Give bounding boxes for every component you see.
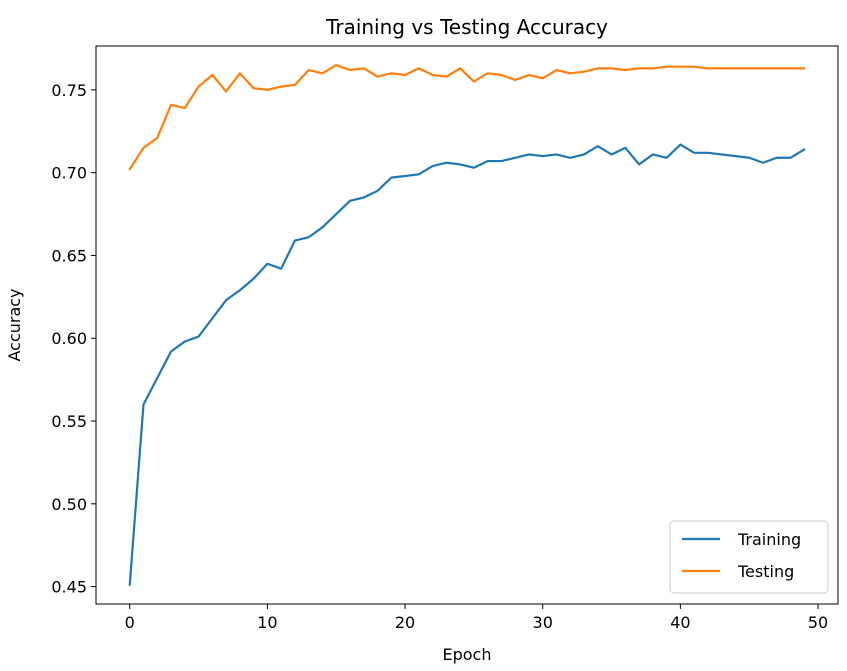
series-line-training xyxy=(128,143,806,587)
chart-title: Training vs Testing Accuracy xyxy=(325,15,608,39)
y-axis-label: Accuracy xyxy=(5,288,24,361)
legend-label-testing: Testing xyxy=(737,562,794,581)
series-line-testing xyxy=(128,63,806,171)
y-axis: 0.45 0.50 0.55 0.60 0.65 0.70 0.75 xyxy=(51,81,96,597)
y-tick-label: 0.50 xyxy=(51,495,87,514)
y-tick-label: 0.55 xyxy=(51,412,87,431)
x-tick-label: 0 xyxy=(125,613,135,632)
y-tick-label: 0.45 xyxy=(51,578,87,597)
legend: Training Testing xyxy=(669,520,829,594)
legend-label-training: Training xyxy=(737,530,801,549)
x-tick-label: 30 xyxy=(533,613,553,632)
y-tick-label: 0.65 xyxy=(51,246,87,265)
y-tick-label: 0.60 xyxy=(51,329,87,348)
y-tick-label: 0.75 xyxy=(51,81,87,100)
x-tick-label: 20 xyxy=(395,613,415,632)
plot-frame xyxy=(95,45,839,605)
x-tick-label: 40 xyxy=(670,613,690,632)
plot-area xyxy=(128,63,806,587)
x-axis: 0 10 20 30 40 50 xyxy=(125,604,828,632)
x-tick-label: 10 xyxy=(257,613,277,632)
x-tick-label: 50 xyxy=(808,613,828,632)
y-tick-label: 0.70 xyxy=(51,164,87,183)
x-axis-label: Epoch xyxy=(443,645,492,664)
